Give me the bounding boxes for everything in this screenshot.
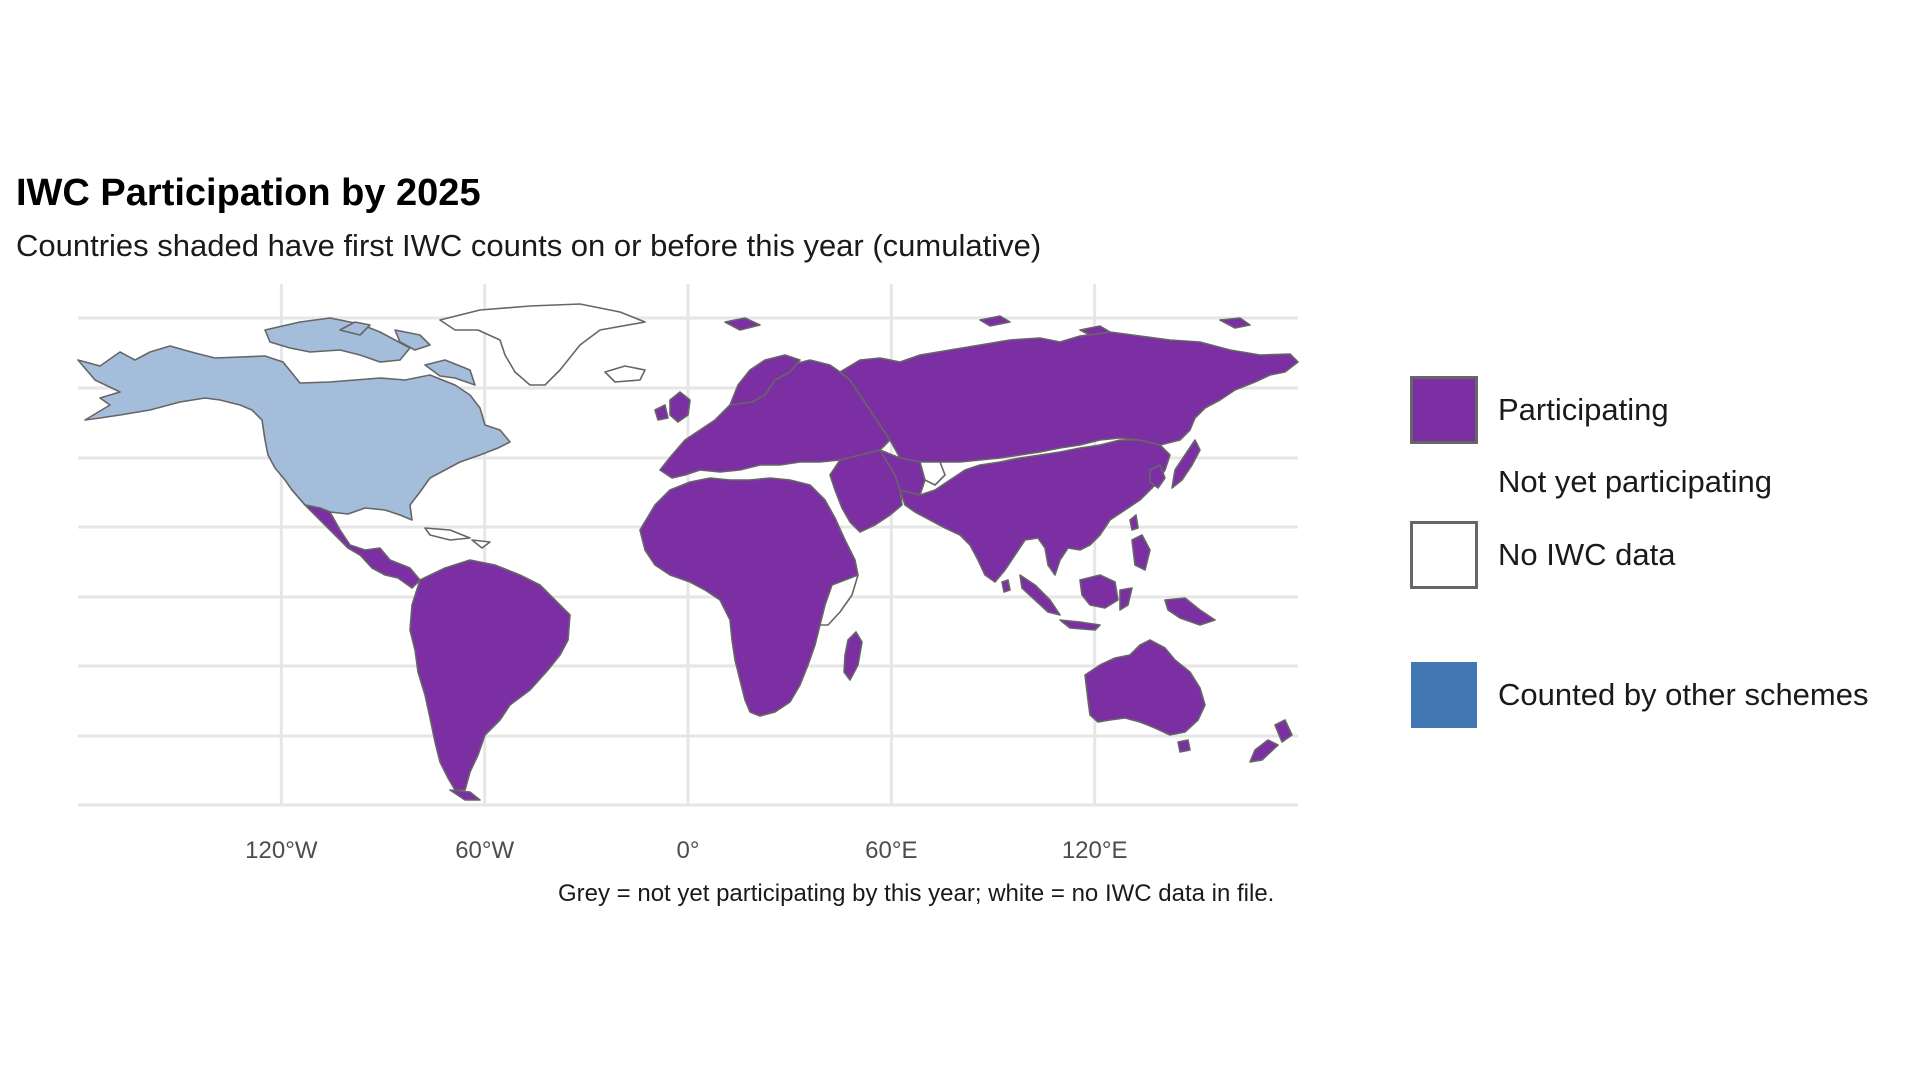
island-sulawesi [1119,587,1133,611]
region-south-america [409,559,571,791]
region-north-america [77,345,511,521]
island-taiwan [1129,514,1139,531]
region-philippines [1131,534,1151,571]
x-tick-label: 0° [677,837,700,864]
island-cuba [424,527,471,541]
region-africa [639,477,859,717]
island-nz-south [1249,739,1279,763]
island-hispaniola [471,539,491,549]
region-iceland [604,365,646,383]
island-new-guinea [1164,597,1216,626]
island-svalbard [724,317,761,331]
island-baffin [394,329,431,351]
island-sri-lanka [1001,579,1011,593]
island-tierra-del-fuego [449,789,481,801]
legend-label-not-yet: Not yet participating [1498,464,1772,499]
island-java [1059,619,1101,631]
legend-item-participating: Participating [1410,376,1669,444]
land-layer [77,303,1299,801]
island-nz-north [1274,719,1293,743]
legend-item-no-data: No IWC data [1410,521,1675,589]
region-somalia [819,574,859,626]
legend-label-other-schemes: Counted by other schemes [1498,677,1869,712]
region-japan [1171,439,1201,489]
region-russia-central-asia [839,331,1299,463]
region-greenland [439,303,646,386]
region-uk [669,391,691,423]
island-arctic [339,321,371,336]
legend-key-participating [1410,376,1478,444]
region-labrador [424,359,476,386]
island-sumatra [1019,574,1061,616]
region-afghanistan [919,461,946,486]
x-tick-label: 60°E [865,837,917,864]
region-korea [1149,464,1166,489]
x-tick-label: 120°W [245,837,318,864]
map-caption: Grey = not yet participating by this yea… [558,880,1275,907]
island-siberian [1079,325,1111,336]
map-title: IWC Participation by 2025 [16,172,481,214]
legend-key-no-data [1410,521,1478,589]
map-subtitle: Countries shaded have first IWC counts o… [16,228,1042,263]
island-tasmania [1177,739,1191,753]
legend-label-participating: Participating [1498,392,1669,427]
island-franz-josef [979,315,1011,327]
legend-item-not-yet: Not yet participating [1410,448,1772,516]
legend-label-no-data: No IWC data [1498,537,1676,572]
x-tick-label: 120°E [1062,837,1128,864]
region-south-east-asia [899,439,1171,583]
region-arctic-islands [264,317,411,363]
region-australia [1084,639,1206,736]
x-tick-label: 60°W [455,837,514,864]
x-axis-ticks: 120°W 60°W 0° 60°E 120°E [245,837,1127,864]
region-scandinavia [729,354,801,406]
legend-item-other-schemes: Counted by other schemes [1410,662,1869,728]
legend-key-not-yet [1410,448,1478,516]
legend-key-other-schemes [1411,662,1477,728]
region-madagascar [843,631,863,681]
region-ireland [654,404,669,421]
island-borneo [1079,574,1119,609]
island-novaya-zemlya [1219,317,1251,329]
